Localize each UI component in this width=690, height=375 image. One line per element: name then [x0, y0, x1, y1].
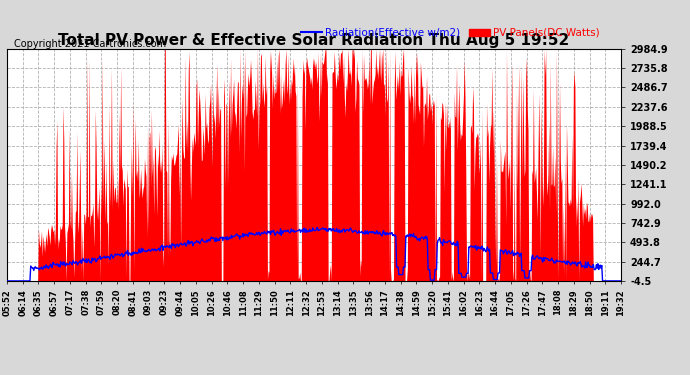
- Title: Total PV Power & Effective Solar Radiation Thu Aug 5 19:52: Total PV Power & Effective Solar Radiati…: [59, 33, 569, 48]
- Text: Copyright 2021 Cartronics.com: Copyright 2021 Cartronics.com: [14, 39, 166, 50]
- Legend: Radiation(Effective w/m2), PV Panels(DC Watts): Radiation(Effective w/m2), PV Panels(DC …: [297, 24, 604, 42]
